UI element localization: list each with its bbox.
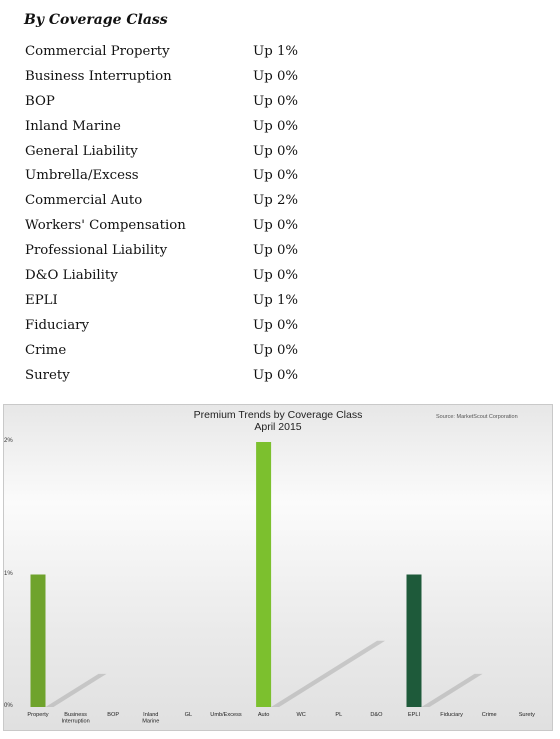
- coverage-value: Up 0%: [253, 367, 299, 383]
- coverage-label: EPLI: [25, 292, 58, 308]
- category-label: BOP: [107, 712, 119, 718]
- y-tick-label: 2%: [4, 438, 13, 444]
- coverage-row: Professional Liability Up 0%: [25, 241, 345, 266]
- coverage-row: Surety Up 0%: [25, 366, 345, 391]
- bar-6: [256, 442, 272, 707]
- coverage-value: Up 0%: [253, 218, 299, 234]
- coverage-label: Surety: [25, 367, 70, 383]
- coverage-row: EPLI Up 1%: [25, 291, 345, 316]
- chart-subtitle: April 2015: [254, 421, 302, 433]
- coverage-row: Commercial Auto Up 2%: [25, 191, 345, 216]
- coverage-label: D&O Liability: [25, 268, 118, 284]
- chart-plot-area: Property Business Interruption BOP Inland Mar…: [27, 442, 535, 725]
- coverage-row: Umbrella/Excess Up 0%: [25, 166, 345, 191]
- category-label: Umb/Excess: [210, 712, 242, 718]
- coverage-label: Workers' Compensation: [25, 218, 186, 234]
- section-heading: By Coverage Class: [24, 12, 168, 28]
- coverage-value: Up 0%: [253, 93, 299, 109]
- coverage-value: Up 0%: [253, 68, 299, 84]
- coverage-value: Up 0%: [253, 143, 299, 159]
- coverage-label: General Liability: [25, 143, 138, 159]
- category-label: EPLI: [408, 712, 421, 718]
- y-tick-label: 1%: [4, 570, 13, 577]
- coverage-value: Up 0%: [253, 118, 299, 134]
- category-label: GL: [185, 712, 192, 718]
- coverage-row: Workers' Compensation Up 0%: [25, 216, 345, 241]
- coverage-row: Business Interruption Up 0%: [25, 67, 345, 92]
- coverage-label: Professional Liability: [25, 243, 168, 259]
- coverage-label: BOP: [25, 93, 55, 109]
- bar-0: [30, 574, 46, 707]
- coverage-value: Up 1%: [253, 44, 299, 59]
- coverage-value: Up 0%: [253, 243, 299, 259]
- coverage-label: Commercial Property: [25, 44, 170, 59]
- coverage-class-list: Commercial Property Up 1% Business Interru…: [25, 42, 345, 390]
- coverage-row: General Liability Up 0%: [25, 142, 345, 167]
- bar-shadow: [271, 640, 386, 707]
- category-label: WC: [297, 712, 306, 718]
- coverage-value: Up 0%: [253, 168, 299, 184]
- category-label: Inland Marine: [142, 712, 159, 725]
- coverage-value: Up 1%: [253, 292, 299, 308]
- bar-shadow: [421, 673, 483, 707]
- category-label: Surety: [519, 712, 535, 718]
- coverage-value: Up 0%: [253, 342, 299, 358]
- category-label: Business Interruption: [61, 712, 89, 725]
- category-label: Fiduciary: [440, 712, 463, 718]
- coverage-value: Up 0%: [253, 268, 299, 284]
- coverage-value: Up 0%: [253, 317, 299, 333]
- y-tick-label: 0%: [4, 703, 13, 709]
- chart-title-block: Premium Trends by Coverage Class April 2…: [4, 409, 552, 433]
- category-label: Property: [27, 712, 48, 718]
- category-label: D&O: [370, 712, 383, 718]
- chart-title: Premium Trends by Coverage Class: [193, 409, 363, 421]
- coverage-row: Crime Up 0%: [25, 341, 345, 366]
- coverage-label: Business Interruption: [25, 68, 172, 84]
- chart-source: Source: MarketScout Corporation: [436, 414, 518, 420]
- coverage-label: Inland Marine: [25, 118, 121, 134]
- category-label: PL: [335, 712, 342, 718]
- coverage-row: BOP Up 0%: [25, 92, 345, 117]
- bar-10: [406, 574, 422, 707]
- coverage-label: Umbrella/Excess: [25, 168, 139, 184]
- category-label: Crime: [482, 712, 497, 718]
- coverage-label: Crime: [25, 342, 67, 358]
- premium-trends-chart: Premium Trends by Coverage Class April 2…: [3, 404, 553, 731]
- coverage-value: Up 2%: [253, 193, 299, 209]
- coverage-row: Inland Marine Up 0%: [25, 117, 345, 142]
- bar-shadow: [45, 673, 107, 707]
- coverage-label: Fiduciary: [25, 317, 90, 333]
- category-label: Auto: [258, 712, 270, 718]
- coverage-row: D&O Liability Up 0%: [25, 266, 345, 291]
- coverage-label: Commercial Auto: [25, 193, 143, 209]
- coverage-row: Fiduciary Up 0%: [25, 316, 345, 341]
- coverage-row: Commercial Property Up 1%: [25, 42, 345, 67]
